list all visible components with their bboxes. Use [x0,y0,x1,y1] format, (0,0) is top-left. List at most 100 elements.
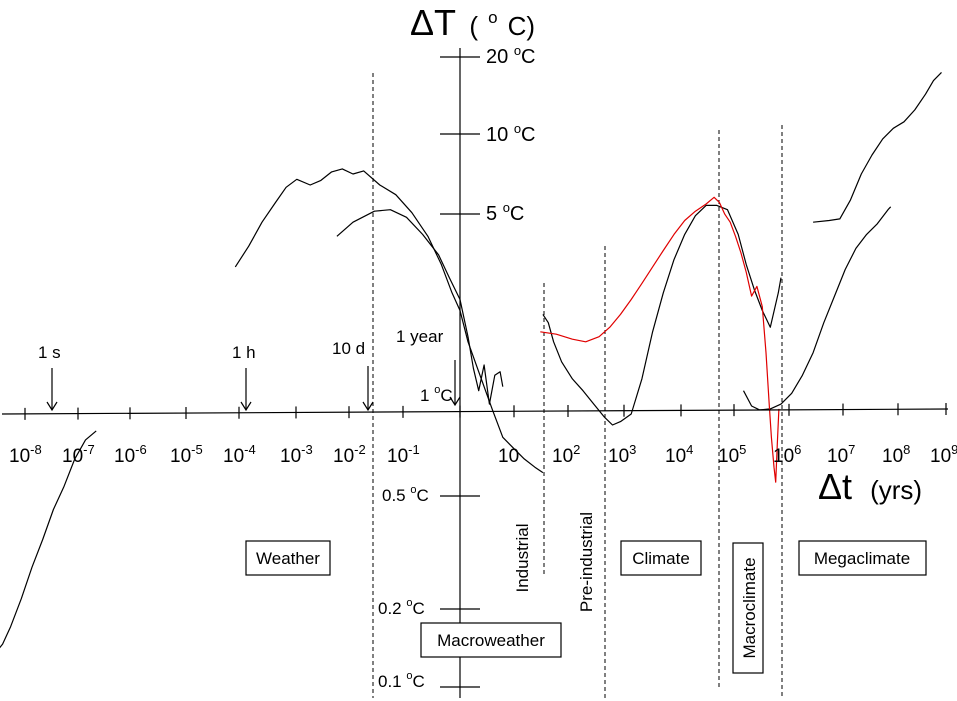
x-axis-symbol: Δt [818,466,852,507]
y-tick-unit: C [416,486,428,505]
x-tick-mantissa: 10 [333,446,354,467]
x-tick-label: 10-4 [223,442,256,467]
x-tick-exponent: 5 [739,442,746,457]
x-tick-mantissa: 10 [827,446,848,467]
regime-label: Climate [632,549,690,568]
series-line-1 [0,430,97,649]
y-tick-label: 10 oC [486,121,536,146]
y-tick-degree: o [406,670,412,682]
series-line-4 [542,204,782,426]
x-tick-label: 107 [827,442,855,467]
series-line-red [540,196,780,483]
x-tick-mantissa: 10 [62,446,83,467]
y-tick-label: 0.2 oC [378,597,425,618]
x-tick-label: 10-7 [62,442,95,467]
regime-labels: Weather Macroweather Industrial Pre-industr… [245,512,927,674]
timescale-marker-label: 1 h [232,343,256,362]
x-tick-exponent: 4 [686,442,693,457]
x-tick-mantissa: 10 [280,446,301,467]
y-tick-label: 1 oC [420,384,453,405]
y-tick-unit: C [412,672,424,691]
x-tick-mantissa: 10 [223,446,244,467]
y-axis-unit-sup: o [488,8,497,27]
x-tick-exponent: 9 [951,442,957,457]
x-tick-label: 109 [930,442,957,467]
timescale-marker-label: 1 year [396,327,444,346]
x-tick-exponent: 2 [573,442,580,457]
x-tick-exponent: -6 [135,442,147,457]
y-tick-degree: o [434,384,440,396]
regime-box [620,540,702,576]
y-tick-degree: o [514,43,521,58]
x-tick-exponent: -3 [301,442,313,457]
y-tick-degree: o [406,597,412,609]
x-tick-mantissa: 10 [9,446,30,467]
series-line-2 [234,168,544,474]
x-tick-label: 105 [718,442,746,467]
regime-label: Macroclimate [740,557,759,658]
regime-box [732,542,764,674]
y-tick-label: 0.5 oC [382,484,429,505]
x-tick-mantissa: 10 [387,446,408,467]
x-axis-unit: (yrs) [870,475,922,505]
x-tick-exponent: 7 [848,442,855,457]
x-tick-label: 106 [773,442,801,467]
y-axis-symbol: ΔT [410,2,456,43]
y-tick-number: 10 [486,124,514,146]
timescale-arrowhead [46,401,58,412]
x-tick-labels: 10-8 10-7 10-6 10-5 10-4 10-3 10-2 10-1 10 102 103… [9,403,957,467]
x-tick-mantissa: 10 [882,446,903,467]
y-tick-label: 20 oC [486,43,536,68]
x-axis-line [1,408,949,415]
x-tick-mantissa: 10 [552,446,573,467]
x-tick-label: 10-2 [333,442,366,467]
y-tick-number: 0.5 [382,486,410,505]
x-tick-exponent: 8 [903,442,910,457]
x-axis-title: Δt (yrs) [818,466,922,507]
timescale-arrowhead [362,401,374,412]
y-tick-unit: C [521,124,535,146]
x-tick-exponent: -8 [30,442,42,457]
x-tick-label: 10-8 [9,442,42,467]
regime-label: Weather [256,549,320,568]
x-tick-label: 10-6 [114,442,147,467]
y-tick-number: 0.2 [378,599,406,618]
y-axis-unit-open: ( [469,11,478,41]
y-tick-unit: C [440,386,452,405]
x-tick-mantissa: 10 [114,446,135,467]
axes [1,48,949,698]
y-tick-degree: o [410,484,416,496]
timescale-marker-label: 10 d [332,339,365,358]
y-tick-unit: C [412,599,424,618]
x-tick-exponent: -4 [244,442,256,457]
timescale-marker-label: 1 s [38,343,61,362]
y-tick-number: 5 [486,203,503,225]
x-tick-label: 103 [608,442,636,467]
x-tick-label: 10 [498,446,519,467]
x-tick-mantissa: 10 [665,446,686,467]
y-axis-title: ΔT ( o C) [410,0,535,43]
regime-label: Megaclimate [814,549,910,568]
x-tick-exponent: 3 [629,442,636,457]
x-tick-label: 104 [665,442,693,467]
regime-box [798,540,927,576]
series-line-6 [813,71,942,223]
x-tick-exponent: -1 [408,442,420,457]
timescale-markers: 1 s 1 h 10 d 1 year [38,327,461,412]
regime-label: Pre-industrial [577,512,596,612]
y-tick-number: 0.1 [378,672,406,691]
y-tick-unit: C [510,203,524,225]
timescale-arrowhead [240,401,252,412]
x-tick-mantissa: 10 [608,446,629,467]
x-tick-mantissa: 10 [773,446,794,467]
regime-label: Macroweather [437,631,545,650]
x-tick-label: 10-5 [170,442,203,467]
regime-box [245,540,331,576]
series-line-5 [742,206,892,411]
y-tick-number: 1 [420,386,434,405]
x-tick-label: 10-3 [280,442,313,467]
x-tick-label: 108 [882,442,910,467]
x-tick-exponent: 6 [794,442,801,457]
y-tick-degree: o [503,200,510,215]
